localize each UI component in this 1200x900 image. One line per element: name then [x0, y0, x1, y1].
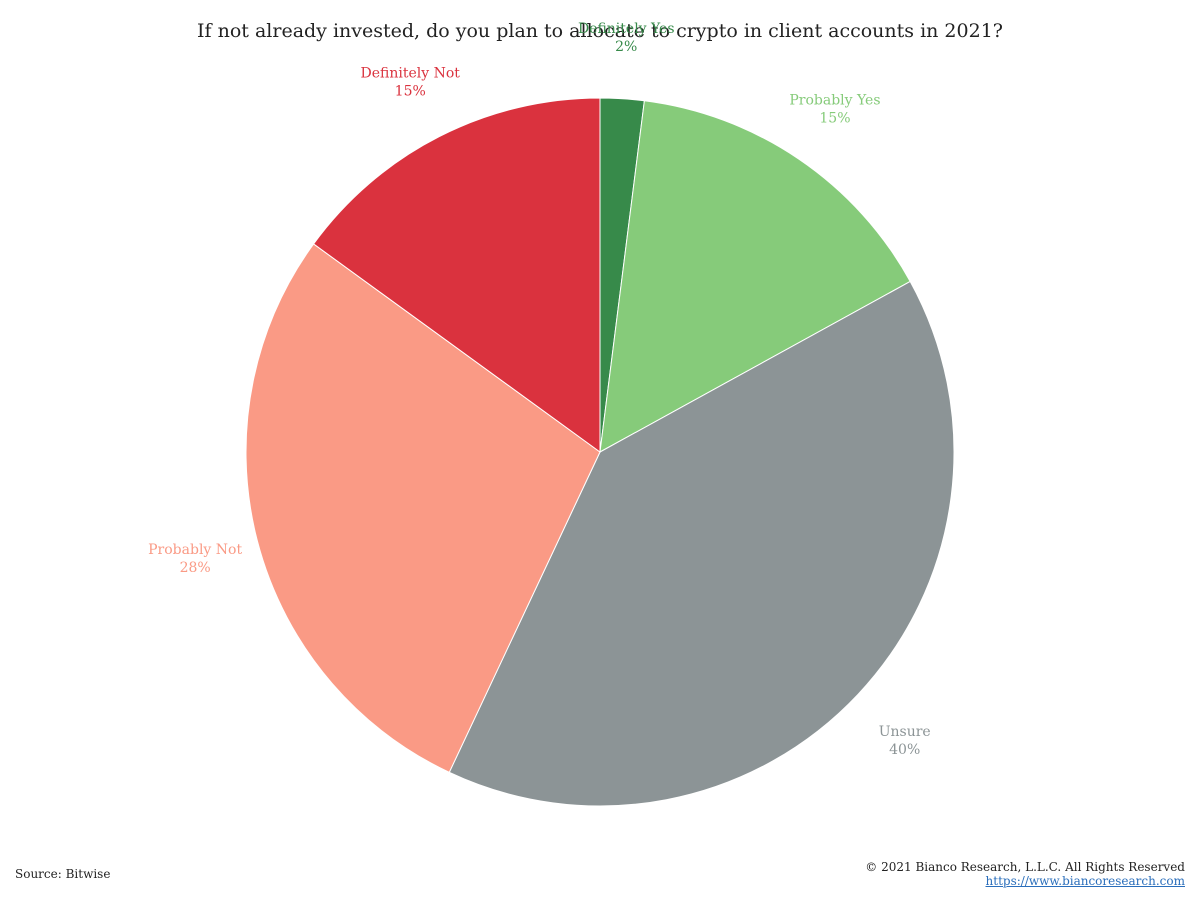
pie-slice-definitely-not [312, 97, 601, 453]
pie-slice-probably-not [245, 243, 601, 773]
slice-label-definitely-yes: Definitely Yes [578, 21, 675, 37]
pie-slice-probably-yes [599, 100, 911, 453]
copyright-text: © 2021 Bianco Research, L.L.C. All Right… [865, 860, 1185, 874]
website-link[interactable]: https://www.biancoresearch.com [985, 874, 1185, 888]
slice-value-probably-yes: 15% [819, 110, 850, 126]
slice-label-probably-not: Probably Not [148, 542, 242, 558]
slice-label-probably-yes: Probably Yes [789, 92, 880, 108]
pie-labels: Definitely Yes 2% Probably Yes 15% Unsure 40%… [148, 21, 931, 758]
slice-label-unsure: Unsure [879, 724, 931, 740]
pie-slices [245, 97, 955, 807]
slice-value-definitely-not: 15% [395, 84, 426, 100]
chart-title: If not already invested, do you plan to … [197, 20, 1003, 42]
pie-slice-unsure [448, 280, 955, 807]
source-note: Source: Bitwise [15, 867, 111, 881]
slice-value-definitely-yes: 2% [615, 39, 637, 55]
slice-value-unsure: 40% [889, 742, 920, 758]
slice-label-definitely-not: Definitely Not [361, 66, 461, 82]
copyright-block: © 2021 Bianco Research, L.L.C. All Right… [865, 860, 1185, 888]
slice-value-probably-not: 28% [180, 560, 211, 576]
